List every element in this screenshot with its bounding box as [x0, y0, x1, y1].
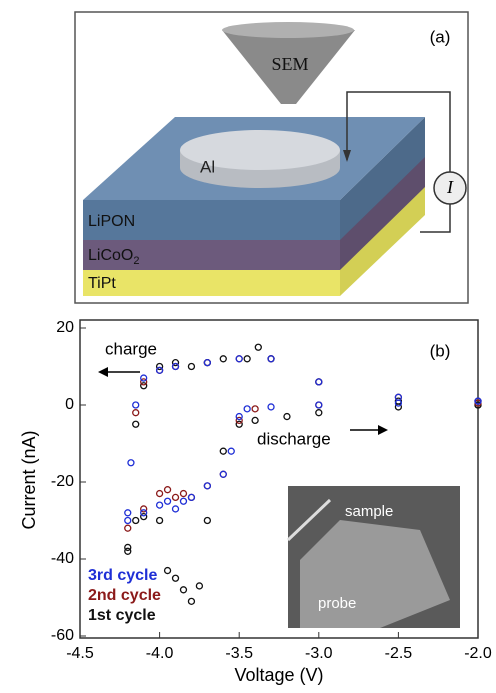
data-point [255, 344, 261, 350]
inset-label: sample [345, 503, 393, 520]
data-point [165, 487, 171, 493]
data-point [157, 502, 163, 508]
x-tick-label: -4.5 [66, 645, 94, 662]
electrode-label: Al [200, 157, 215, 176]
data-point [180, 587, 186, 593]
data-point [133, 518, 139, 524]
data-point [133, 421, 139, 427]
data-point [157, 367, 163, 373]
data-point [316, 410, 322, 416]
data-point [165, 498, 171, 504]
panel-label: (b) [430, 341, 451, 360]
data-point [244, 356, 250, 362]
data-point [125, 525, 131, 531]
legend-entry: 3rd cycle [88, 567, 157, 584]
layer-label-main: LiCoO [88, 247, 133, 264]
sem-label: SEM [271, 54, 308, 74]
x-axis-title: Voltage (V) [234, 665, 323, 685]
x-tick-label: -4.0 [146, 645, 174, 662]
data-point [173, 494, 179, 500]
data-point [125, 518, 131, 524]
data-point [173, 575, 179, 581]
data-point [180, 498, 186, 504]
data-point [220, 471, 226, 477]
data-point [173, 364, 179, 370]
data-point [316, 402, 322, 408]
data-point [236, 356, 242, 362]
data-point [268, 404, 274, 410]
x-tick-label: -2.0 [464, 645, 492, 662]
x-tick-label: -3.5 [225, 645, 253, 662]
data-point [180, 491, 186, 497]
data-point [173, 506, 179, 512]
data-point [252, 417, 258, 423]
data-point [157, 491, 163, 497]
arrow-head [378, 425, 388, 435]
data-point [316, 379, 322, 385]
layer-tipt [83, 270, 340, 296]
data-point [220, 448, 226, 454]
inset-label: probe [318, 595, 356, 612]
data-point [204, 518, 210, 524]
y-tick-label: 20 [56, 319, 74, 336]
x-tick-label: -3.0 [305, 645, 333, 662]
figure: (a) Al SEM I LiPON LiCoO2 TiPt sample pr… [0, 0, 496, 688]
data-point [133, 410, 139, 416]
y-tick-label: -60 [51, 627, 74, 644]
sem-top [222, 22, 354, 38]
y-axis-title: Current (nA) [19, 430, 39, 529]
legend-entry: 1st cycle [88, 607, 156, 624]
data-point [141, 375, 147, 381]
data-point [128, 460, 134, 466]
data-point [141, 510, 147, 516]
data-point [284, 414, 290, 420]
data-point [188, 494, 194, 500]
data-point [220, 356, 226, 362]
meter-label: I [446, 177, 454, 197]
data-point [125, 510, 131, 516]
page: (a) Al SEM I LiPON LiCoO2 TiPt sample pr… [0, 0, 496, 688]
data-point [165, 568, 171, 574]
y-tick-label: -40 [51, 550, 74, 567]
arrow-head [98, 367, 108, 377]
data-point [188, 364, 194, 370]
layer-label: TiPt [88, 275, 116, 292]
x-tick-label: -2.5 [385, 645, 413, 662]
annotation: charge [105, 339, 157, 358]
layer-label: LiPON [88, 213, 135, 230]
layer-label-sub: 2 [133, 255, 139, 267]
data-point [157, 518, 163, 524]
data-point [196, 583, 202, 589]
data-point [236, 414, 242, 420]
legend-entry: 2nd cycle [88, 587, 161, 604]
layer-label: LiCoO2 [88, 247, 139, 267]
data-point [252, 406, 258, 412]
data-point [395, 394, 401, 400]
y-tick-label: -20 [51, 473, 74, 490]
data-point [204, 483, 210, 489]
data-point [125, 544, 131, 550]
data-point [188, 598, 194, 604]
panel-label: (a) [430, 27, 451, 46]
data-point [204, 360, 210, 366]
data-point [244, 406, 250, 412]
data-point [228, 448, 234, 454]
data-point [268, 356, 274, 362]
data-point [133, 402, 139, 408]
annotation: discharge [257, 429, 331, 448]
y-tick-label: 0 [65, 396, 74, 413]
